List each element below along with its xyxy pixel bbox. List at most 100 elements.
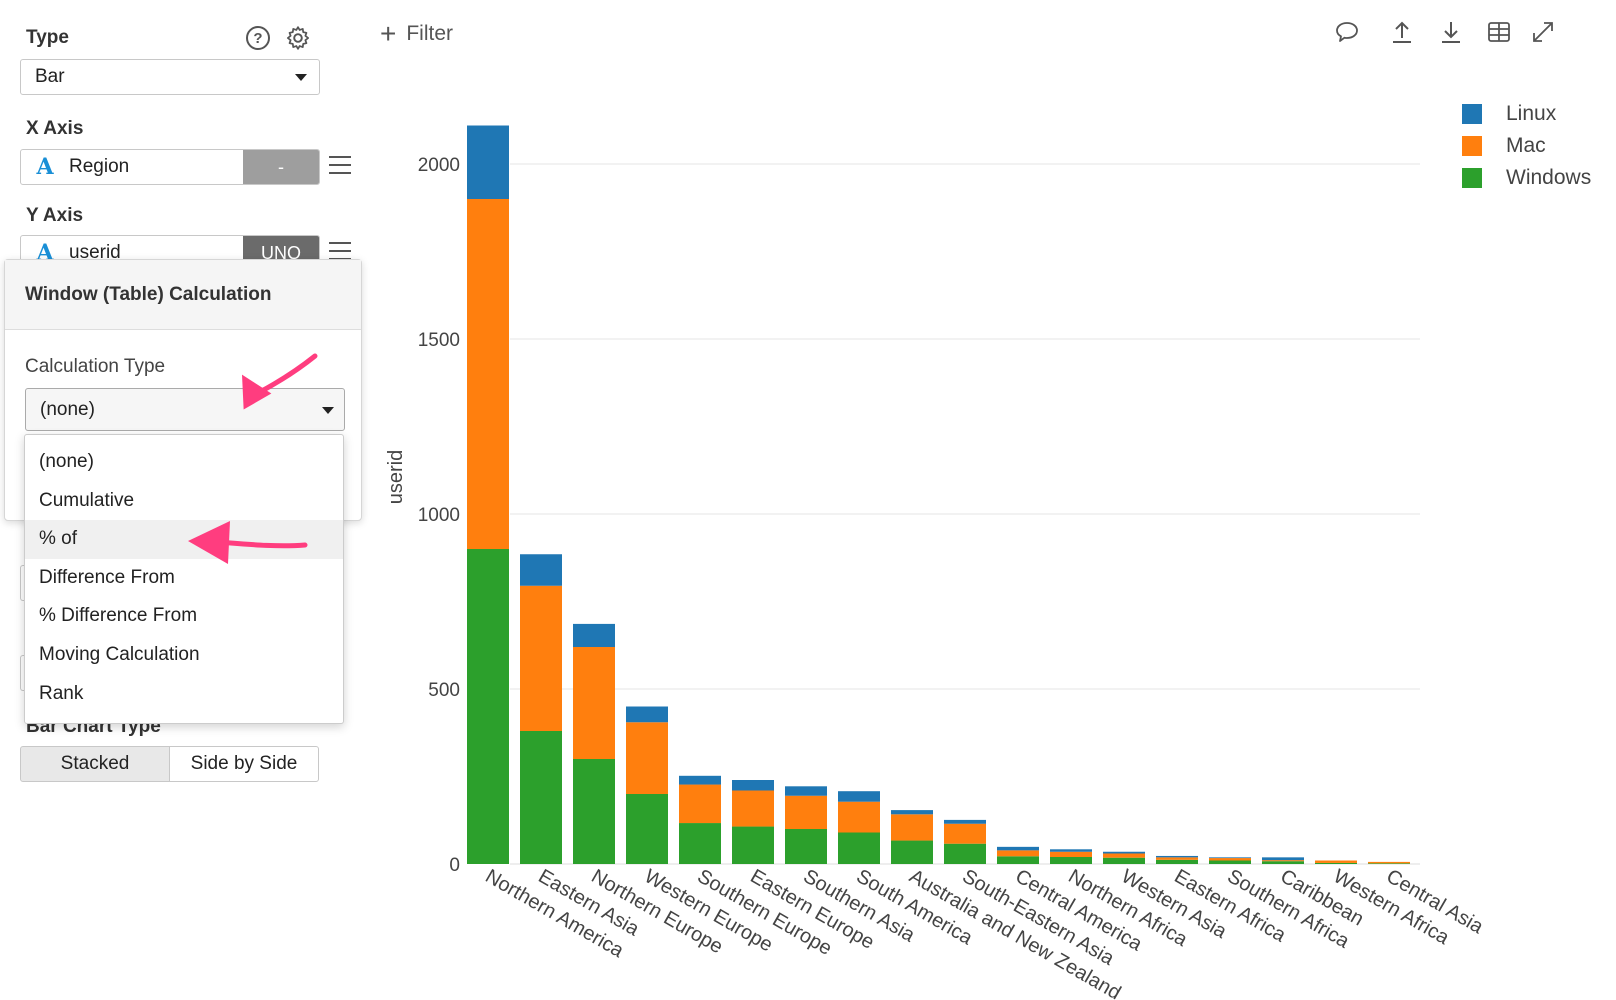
expand-icon[interactable] (1529, 18, 1557, 46)
legend-swatch (1462, 136, 1482, 156)
x-axis-title: X Axis (26, 118, 84, 139)
bar-segment-mac[interactable] (1103, 853, 1145, 858)
calculation-type-value: (none) (40, 398, 95, 420)
download-icon[interactable] (1437, 18, 1465, 46)
bar-segment-windows[interactable] (573, 759, 615, 864)
bar-segment-windows[interactable] (679, 823, 721, 864)
bar-segment-windows[interactable] (1262, 861, 1304, 864)
bar-segment-windows[interactable] (838, 832, 880, 865)
bar-segment-windows[interactable] (1315, 862, 1357, 864)
bar-segment-linux[interactable] (838, 791, 880, 802)
bar-segment-windows[interactable] (891, 840, 933, 864)
bar-segment-linux[interactable] (626, 706, 668, 723)
bar-segment-windows[interactable] (1103, 857, 1145, 864)
chevron-down-icon (322, 407, 334, 414)
bar-segment-linux[interactable] (1209, 857, 1251, 859)
stacked-option-button[interactable]: Stacked (20, 746, 170, 782)
bar-segment-windows[interactable] (944, 843, 986, 864)
bar-segment-windows[interactable] (1050, 857, 1092, 864)
bar-segment-linux[interactable] (944, 819, 986, 824)
bar-segment-mac[interactable] (1209, 858, 1251, 861)
bar-segment-mac[interactable] (1262, 860, 1304, 862)
bar-segment-mac[interactable] (785, 795, 827, 829)
bar-segment-mac[interactable] (732, 790, 774, 827)
legend-item-windows[interactable]: Windows (1462, 166, 1591, 190)
y-tick-label: 0 (449, 855, 460, 876)
bar-segment-windows[interactable] (785, 829, 827, 864)
calculation-type-dropdown: (none) Cumulative % of Difference From %… (24, 434, 344, 724)
bar-segment-mac[interactable] (679, 784, 721, 824)
bar-segment-mac[interactable] (626, 722, 668, 794)
bar-segment-mac[interactable] (997, 850, 1039, 857)
bar-segment-windows[interactable] (467, 549, 509, 864)
legend-swatch (1462, 104, 1482, 124)
bar-segment-linux[interactable] (1156, 855, 1198, 858)
bar-segment-linux[interactable] (520, 554, 562, 586)
bar-segment-windows[interactable] (997, 856, 1039, 864)
option-percent-of[interactable]: % of (25, 520, 343, 559)
bar-segment-windows[interactable] (626, 794, 668, 864)
bar-segment-mac[interactable] (467, 199, 509, 549)
bar-segment-linux[interactable] (1050, 849, 1092, 852)
legend-label: Mac (1506, 134, 1546, 157)
option-difference-from[interactable]: Difference From (39, 566, 175, 588)
legend-item-linux[interactable]: Linux (1462, 102, 1556, 126)
type-title: Type (26, 27, 69, 48)
bar-segment-linux[interactable] (679, 775, 721, 785)
x-axis-aggregation-button[interactable]: - (243, 150, 319, 184)
bar-segment-linux[interactable] (997, 846, 1039, 851)
comment-icon[interactable] (1333, 18, 1361, 46)
y-tick-label: 2000 (418, 155, 460, 176)
plus-icon: + (380, 18, 397, 49)
bar-segment-windows[interactable] (1368, 863, 1410, 864)
bar-segment-windows[interactable] (1209, 860, 1251, 865)
bar-segment-mac[interactable] (1156, 857, 1198, 860)
calculation-type-label: Calculation Type (25, 356, 166, 377)
chevron-down-icon (295, 74, 307, 81)
option-cumulative[interactable]: Cumulative (39, 489, 135, 511)
bar-segment-mac[interactable] (573, 647, 615, 759)
gear-icon[interactable] (285, 25, 311, 51)
bar-segment-mac[interactable] (1368, 861, 1410, 864)
string-type-icon: A (36, 154, 54, 180)
y-axis-title: Y Axis (26, 205, 84, 226)
bar-segment-linux[interactable] (891, 810, 933, 815)
bar-segment-mac[interactable] (1315, 860, 1357, 863)
bar-segment-linux[interactable] (1262, 857, 1304, 861)
chart-type-select[interactable]: Bar (20, 59, 320, 95)
calculation-type-select[interactable]: (none) (25, 388, 345, 431)
bar-segment-mac[interactable] (838, 801, 880, 833)
option-rank[interactable]: Rank (39, 682, 84, 704)
bar-segment-mac[interactable] (520, 585, 562, 731)
popover-title: Window (Table) Calculation (5, 260, 361, 330)
x-axis-field-name: Region (69, 156, 130, 177)
bar-segment-linux[interactable] (467, 125, 509, 200)
bar-segment-mac[interactable] (1050, 851, 1092, 857)
option-none[interactable]: (none) (39, 451, 94, 472)
filter-button[interactable]: + Filter (380, 18, 453, 50)
table-icon[interactable] (1485, 18, 1513, 46)
option-moving-calculation[interactable]: Moving Calculation (39, 643, 200, 665)
legend-label: Windows (1506, 166, 1592, 189)
annotation-arrow (188, 521, 308, 564)
bar-segment-windows[interactable] (732, 826, 774, 864)
upload-icon[interactable] (1388, 18, 1416, 46)
annotation-arrow (242, 353, 318, 410)
question-circle-icon[interactable]: ? (246, 26, 270, 50)
legend-item-mac[interactable]: Mac (1462, 134, 1546, 158)
x-axis-menu-icon[interactable] (329, 156, 351, 174)
x-axis-field[interactable]: A Region - (20, 149, 320, 185)
bar-segment-linux[interactable] (573, 623, 615, 647)
side-by-side-option-button[interactable]: Side by Side (169, 746, 319, 782)
bar-segment-linux[interactable] (785, 786, 827, 796)
bar-segment-mac[interactable] (891, 814, 933, 841)
bar-segment-linux[interactable] (732, 780, 774, 791)
bar-segment-windows[interactable] (1156, 859, 1198, 864)
chart-bars (467, 125, 1410, 865)
bar-segment-linux[interactable] (1103, 851, 1145, 854)
option-percent-difference-from[interactable]: % Difference From (39, 605, 198, 627)
bar-segment-mac[interactable] (944, 823, 986, 844)
bar-segment-windows[interactable] (520, 731, 562, 864)
y-axis-field-name: userid (69, 242, 121, 263)
